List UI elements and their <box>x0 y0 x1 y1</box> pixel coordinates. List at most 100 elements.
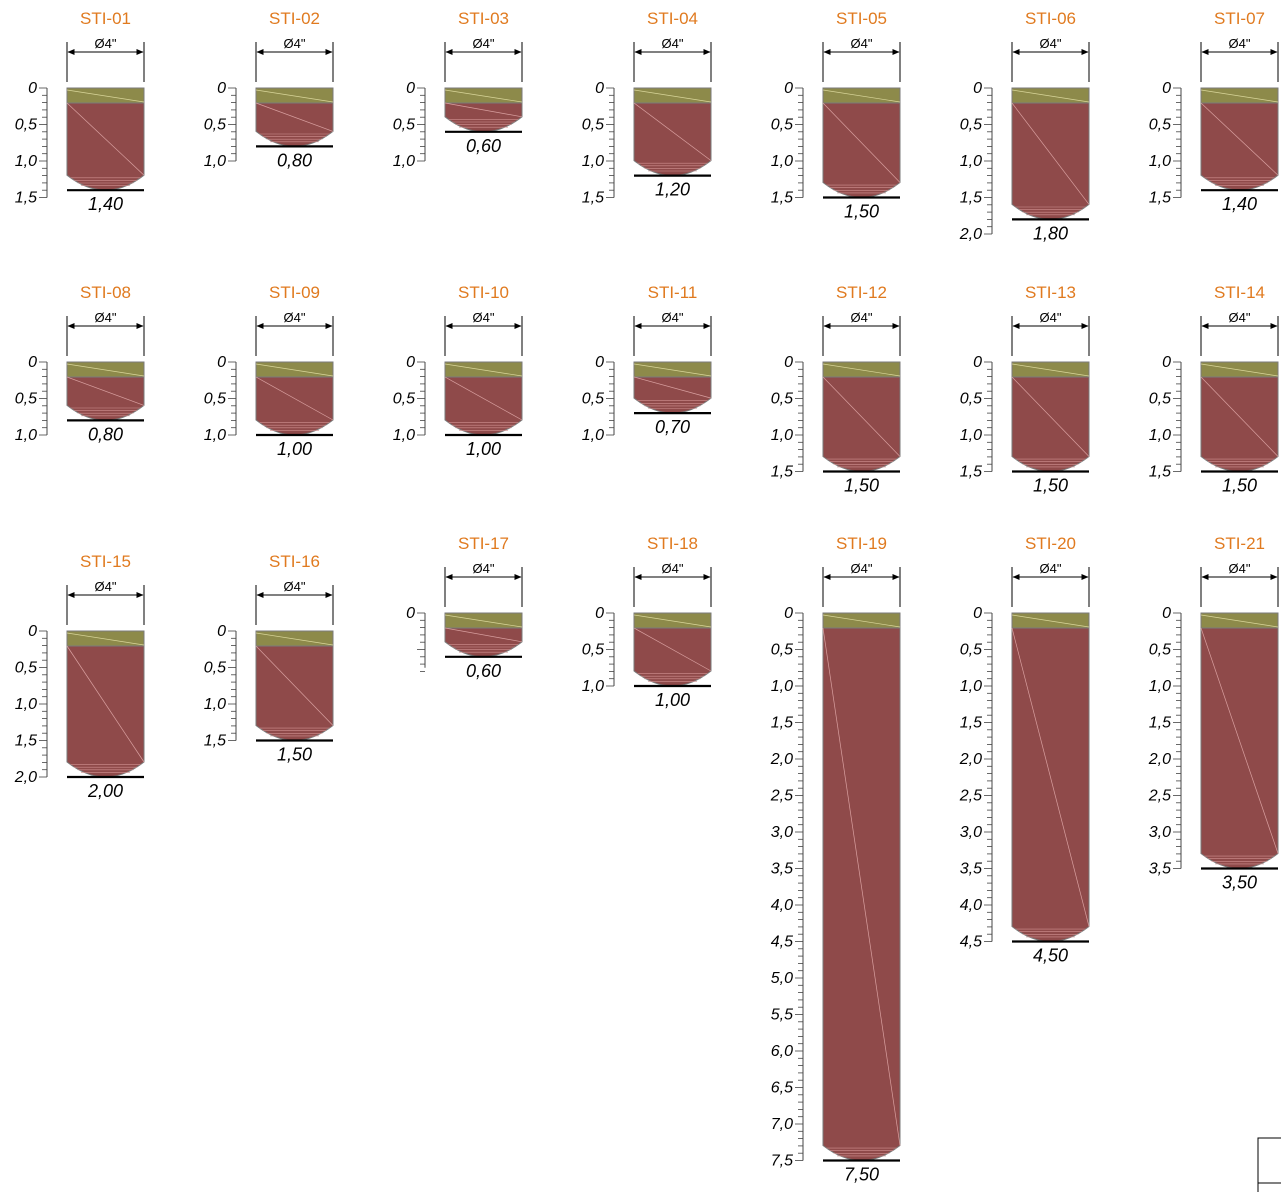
final-depth-label: 1,40 <box>88 194 123 214</box>
scale-label: 4,0 <box>771 897 793 914</box>
scale-label: 0 <box>28 623 37 640</box>
borehole-log-sti-21: STI-21 Ø4" 0 0,5 1,0 1,5 2,0 2,5 3,0 3,5 3,50 <box>1148 534 1279 893</box>
topsoil-layer <box>1011 87 1090 104</box>
scale-label: 4,5 <box>960 934 982 951</box>
depth-scale: 0 0,5 1,0 1,5 <box>1149 80 1182 207</box>
borehole-id: STI-02 <box>269 9 320 28</box>
topsoil-layer <box>66 630 145 647</box>
borehole-id: STI-14 <box>1214 283 1265 302</box>
diameter-label: Ø4" <box>95 36 117 51</box>
diameter-dimension: Ø4" <box>444 36 523 82</box>
borehole-id: STI-19 <box>836 534 887 553</box>
final-depth-label: 1,50 <box>844 202 879 222</box>
scale-label: 2,5 <box>770 788 793 805</box>
diameter-label: Ø4" <box>662 310 684 325</box>
scale-label: 0,5 <box>960 391 982 408</box>
scale-label: 1,0 <box>204 153 226 170</box>
scale-label: 0,5 <box>771 642 793 659</box>
borehole-log-sti-13: STI-13 Ø4" 0 0,5 1,0 1,5 1,50 <box>960 283 1090 496</box>
borehole-log-sti-06: STI-06 Ø4" 0 0,5 1,0 1,5 2,0 1,80 <box>959 9 1090 243</box>
scale-label: 3,5 <box>1149 861 1171 878</box>
scale-label: 2,5 <box>959 788 982 805</box>
scale-label: 0 <box>1162 80 1171 97</box>
scale-label: 4,5 <box>771 934 793 951</box>
final-depth-label: 0,60 <box>466 136 501 156</box>
borehole-id: STI-06 <box>1025 9 1076 28</box>
final-depth-label: 1,00 <box>466 439 501 459</box>
scale-label: 0,5 <box>771 391 793 408</box>
diameter-dimension: Ø4" <box>1200 310 1279 356</box>
diameter-dimension: Ø4" <box>66 36 145 82</box>
scale-label: 3,0 <box>1149 824 1171 841</box>
scale-label: 1,0 <box>204 696 226 713</box>
diameter-label: Ø4" <box>851 310 873 325</box>
borehole-id: STI-11 <box>648 283 698 302</box>
topsoil-layer <box>1200 87 1279 104</box>
scale-label: 0 <box>406 605 415 622</box>
topsoil-layer <box>822 612 901 629</box>
topsoil-layer <box>255 87 334 104</box>
scale-label: 7,5 <box>771 1153 793 1170</box>
diameter-dimension: Ø4" <box>1011 561 1090 607</box>
final-depth-label: 0,60 <box>466 661 501 681</box>
borehole-id: STI-10 <box>458 283 509 302</box>
scale-label: 0,5 <box>582 117 604 134</box>
scale-label: 0,5 <box>204 660 226 677</box>
diameter-dimension: Ø4" <box>633 36 712 82</box>
scale-label: 0,5 <box>960 117 982 134</box>
scale-label: 2,5 <box>1148 788 1171 805</box>
diameter-dimension: Ø4" <box>255 579 334 625</box>
borehole-log-sti-02: STI-02 Ø4" 0 0,5 1,0 0,80 <box>204 9 334 170</box>
topsoil-layer <box>633 612 712 629</box>
diameter-label: Ø4" <box>95 310 117 325</box>
diameter-dimension: Ø4" <box>66 579 145 625</box>
topsoil-layer <box>255 361 334 378</box>
scale-label: 1,5 <box>960 190 982 207</box>
borehole-id: STI-16 <box>269 552 320 571</box>
diameter-dimension: Ø4" <box>822 561 901 607</box>
diameter-label: Ø4" <box>473 36 495 51</box>
scale-label: 4,0 <box>960 897 982 914</box>
scale-label: 1,5 <box>582 190 604 207</box>
diameter-dimension: Ø4" <box>1200 36 1279 82</box>
diameter-label: Ø4" <box>851 561 873 576</box>
scale-label: 1,5 <box>1149 190 1171 207</box>
scale-label: 1,0 <box>771 678 793 695</box>
diameter-label: Ø4" <box>473 310 495 325</box>
scale-label: 0 <box>28 354 37 371</box>
scale-label: 0 <box>784 605 793 622</box>
scale-label: 0 <box>784 354 793 371</box>
depth-scale: 0 0,5 1,0 <box>204 354 237 444</box>
scale-label: 0,5 <box>393 391 415 408</box>
diameter-dimension: Ø4" <box>1200 561 1279 607</box>
borehole-id: STI-15 <box>80 552 131 571</box>
topsoil-layer <box>444 612 523 629</box>
scale-label: 1,0 <box>582 153 604 170</box>
borehole-id: STI-13 <box>1025 283 1076 302</box>
scale-label: 1,5 <box>771 190 793 207</box>
scale-label: 1,0 <box>15 153 37 170</box>
scale-label: 3,5 <box>771 861 793 878</box>
scale-label: 1,0 <box>15 696 37 713</box>
scale-label: 1,0 <box>960 153 982 170</box>
scale-label: 0,5 <box>582 391 604 408</box>
scale-label: 0 <box>217 354 226 371</box>
borehole-id: STI-21 <box>1214 534 1265 553</box>
scale-label: 0 <box>784 80 793 97</box>
depth-scale: 0 0,5 1,0 1,5 2,0 <box>959 80 993 243</box>
scale-label: 0 <box>973 80 982 97</box>
depth-scale: 0 0,5 1,0 1,5 2,0 <box>14 623 48 786</box>
diameter-label: Ø4" <box>473 561 495 576</box>
borehole-log-sti-20: STI-20 Ø4" 0 0,5 1,0 1,5 2,0 2,5 3,0 3,5 4,0 4,5 4,5… <box>959 534 1090 966</box>
scale-label: 0 <box>595 605 604 622</box>
scale-label: 0,5 <box>393 117 415 134</box>
scale-label: 1,5 <box>15 190 37 207</box>
borehole-id: STI-03 <box>458 9 509 28</box>
scale-label: 1,5 <box>771 715 793 732</box>
diameter-label: Ø4" <box>1040 310 1062 325</box>
diameter-label: Ø4" <box>1229 310 1251 325</box>
scale-label: 0,5 <box>582 642 604 659</box>
final-depth-label: 1,00 <box>655 690 690 710</box>
depth-scale: 0 0,5 1,0 <box>582 354 615 444</box>
